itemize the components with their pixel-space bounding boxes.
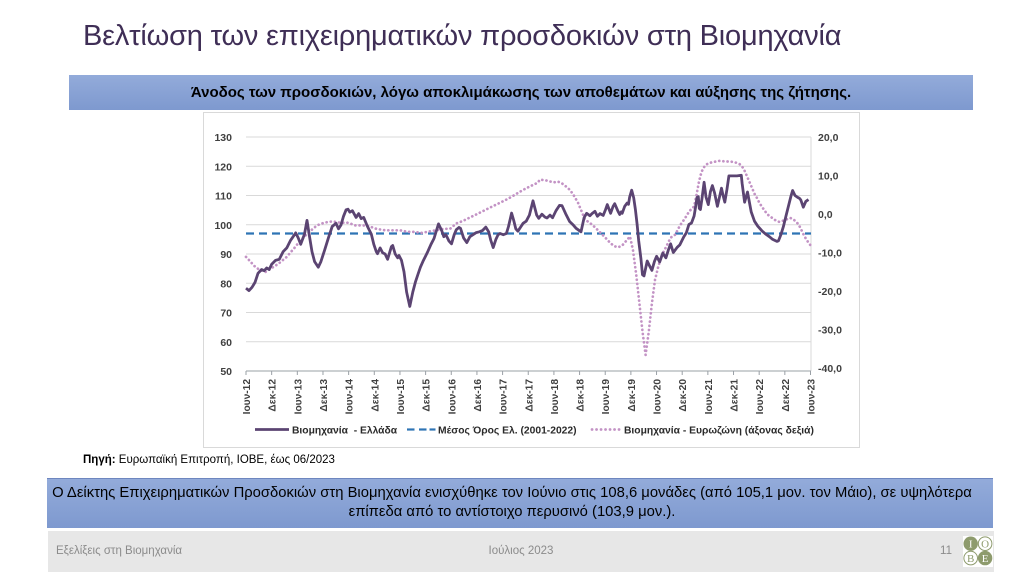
- svg-text:70: 70: [220, 308, 232, 320]
- svg-text:Ιουν-12: Ιουν-12: [242, 379, 253, 415]
- svg-text:-30,0: -30,0: [818, 324, 842, 336]
- svg-text:Δεκ-18: Δεκ-18: [576, 379, 587, 412]
- svg-text:Ιουν-16: Ιουν-16: [447, 379, 458, 415]
- svg-text:E: E: [982, 553, 989, 565]
- svg-text:Ιουν-22: Ιουν-22: [755, 379, 766, 415]
- svg-text:60: 60: [220, 337, 232, 349]
- svg-text:0,0: 0,0: [818, 209, 833, 221]
- svg-text:Ιουν-14: Ιουν-14: [345, 379, 356, 415]
- svg-text:Ιουν-15: Ιουν-15: [396, 379, 407, 415]
- svg-text:Ιουν-13: Ιουν-13: [293, 379, 304, 415]
- svg-text:90: 90: [220, 249, 232, 261]
- svg-text:120: 120: [214, 161, 232, 173]
- svg-text:Βιομηχανία - Ευρωζώνη (άξονας: Βιομηχανία - Ευρωζώνη (άξονας δεξιά): [624, 426, 814, 437]
- svg-text:20,0: 20,0: [818, 132, 839, 144]
- svg-text:-20,0: -20,0: [818, 286, 842, 298]
- svg-text:80: 80: [220, 278, 232, 290]
- svg-text:Ιουν-23: Ιουν-23: [807, 379, 818, 415]
- svg-text:Δεκ-21: Δεκ-21: [730, 379, 741, 412]
- svg-text:Δεκ-14: Δεκ-14: [370, 379, 381, 412]
- svg-text:100: 100: [214, 220, 232, 232]
- svg-text:Δεκ-20: Δεκ-20: [678, 379, 689, 412]
- svg-text:Δεκ-19: Δεκ-19: [627, 379, 638, 412]
- svg-text:50: 50: [220, 366, 232, 378]
- svg-text:Ιουν-18: Ιουν-18: [550, 379, 561, 415]
- svg-text:110: 110: [215, 191, 232, 203]
- svg-text:I: I: [969, 539, 973, 551]
- svg-text:10,0: 10,0: [818, 171, 839, 183]
- svg-text:Ιουν-20: Ιουν-20: [653, 379, 664, 415]
- svg-text:O: O: [981, 539, 989, 551]
- svg-text:-40,0: -40,0: [818, 363, 842, 375]
- svg-text:Ιουν-21: Ιουν-21: [704, 379, 715, 415]
- svg-text:Ιουν-17: Ιουν-17: [499, 379, 510, 415]
- svg-text:Δεκ-13: Δεκ-13: [319, 379, 330, 412]
- svg-text:Δεκ-12: Δεκ-12: [268, 379, 279, 412]
- svg-text:-10,0: -10,0: [818, 248, 842, 260]
- svg-text:Μέσος Όρος Ελ. (2001-2022): Μέσος Όρος Ελ. (2001-2022): [438, 426, 577, 437]
- svg-text:Δεκ-16: Δεκ-16: [473, 379, 484, 412]
- svg-text:Δεκ-15: Δεκ-15: [422, 379, 433, 412]
- svg-text:B: B: [967, 553, 974, 565]
- svg-text:Ιουν-19: Ιουν-19: [601, 379, 612, 415]
- svg-text:130: 130: [214, 132, 232, 144]
- svg-text:Δεκ-17: Δεκ-17: [524, 379, 535, 412]
- svg-text:Βιομηχανία - Ελλάδα: Βιομηχανία - Ελλάδα: [292, 426, 398, 437]
- svg-text:Δεκ-22: Δεκ-22: [781, 379, 792, 412]
